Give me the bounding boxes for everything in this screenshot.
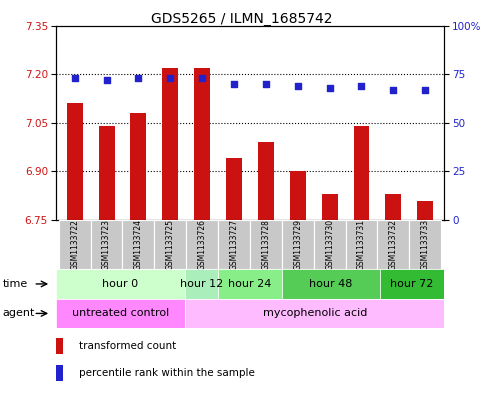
- Bar: [409, 220, 441, 269]
- Text: GSM1133731: GSM1133731: [357, 219, 366, 270]
- Bar: [380, 269, 444, 299]
- Bar: [56, 365, 63, 380]
- Bar: [290, 171, 306, 220]
- Text: mycophenolic acid: mycophenolic acid: [263, 309, 367, 318]
- Bar: [67, 103, 83, 220]
- Text: transformed count: transformed count: [79, 341, 176, 351]
- Text: hour 0: hour 0: [102, 279, 139, 289]
- Text: hour 24: hour 24: [228, 279, 271, 289]
- Text: untreated control: untreated control: [71, 309, 169, 318]
- Text: GSM1133728: GSM1133728: [261, 219, 270, 270]
- Point: [71, 75, 79, 81]
- Bar: [258, 142, 274, 220]
- Bar: [313, 220, 345, 269]
- Text: hour 12: hour 12: [180, 279, 223, 289]
- Bar: [283, 269, 380, 299]
- Text: hour 72: hour 72: [390, 279, 434, 289]
- Point: [389, 86, 397, 93]
- Bar: [217, 269, 283, 299]
- Text: agent: agent: [2, 309, 35, 318]
- Bar: [123, 220, 155, 269]
- Text: time: time: [2, 279, 28, 289]
- Bar: [130, 113, 146, 220]
- Text: GSM1133722: GSM1133722: [70, 219, 79, 270]
- Bar: [185, 299, 444, 328]
- Text: GSM1133732: GSM1133732: [389, 219, 398, 270]
- Bar: [250, 220, 282, 269]
- Point: [262, 81, 270, 87]
- Bar: [56, 299, 185, 328]
- Bar: [218, 220, 250, 269]
- Point: [294, 83, 301, 89]
- Bar: [194, 68, 210, 220]
- Bar: [99, 126, 114, 220]
- Point: [135, 75, 142, 81]
- Text: percentile rank within the sample: percentile rank within the sample: [79, 367, 255, 378]
- Text: GSM1133733: GSM1133733: [421, 219, 430, 270]
- Bar: [56, 269, 185, 299]
- Bar: [322, 194, 338, 220]
- Text: GSM1133725: GSM1133725: [166, 219, 175, 270]
- Bar: [162, 68, 178, 220]
- Bar: [345, 220, 377, 269]
- Bar: [155, 220, 186, 269]
- Point: [230, 81, 238, 87]
- Bar: [377, 220, 409, 269]
- Bar: [59, 220, 91, 269]
- Text: GSM1133724: GSM1133724: [134, 219, 143, 270]
- Bar: [56, 338, 63, 354]
- Bar: [385, 194, 401, 220]
- Text: GSM1133723: GSM1133723: [102, 219, 111, 270]
- Bar: [186, 220, 218, 269]
- Text: GSM1133727: GSM1133727: [229, 219, 239, 270]
- Point: [421, 86, 429, 93]
- Point: [326, 84, 333, 91]
- Bar: [226, 158, 242, 220]
- Point: [103, 77, 111, 83]
- Bar: [282, 220, 313, 269]
- Point: [357, 83, 365, 89]
- Bar: [354, 126, 369, 220]
- Text: GSM1133726: GSM1133726: [198, 219, 207, 270]
- Bar: [185, 269, 217, 299]
- Text: GSM1133730: GSM1133730: [325, 219, 334, 270]
- Point: [199, 75, 206, 81]
- Text: GDS5265 / ILMN_1685742: GDS5265 / ILMN_1685742: [151, 12, 332, 26]
- Text: GSM1133729: GSM1133729: [293, 219, 302, 270]
- Text: hour 48: hour 48: [309, 279, 353, 289]
- Point: [167, 75, 174, 81]
- Bar: [417, 201, 433, 220]
- Bar: [91, 220, 123, 269]
